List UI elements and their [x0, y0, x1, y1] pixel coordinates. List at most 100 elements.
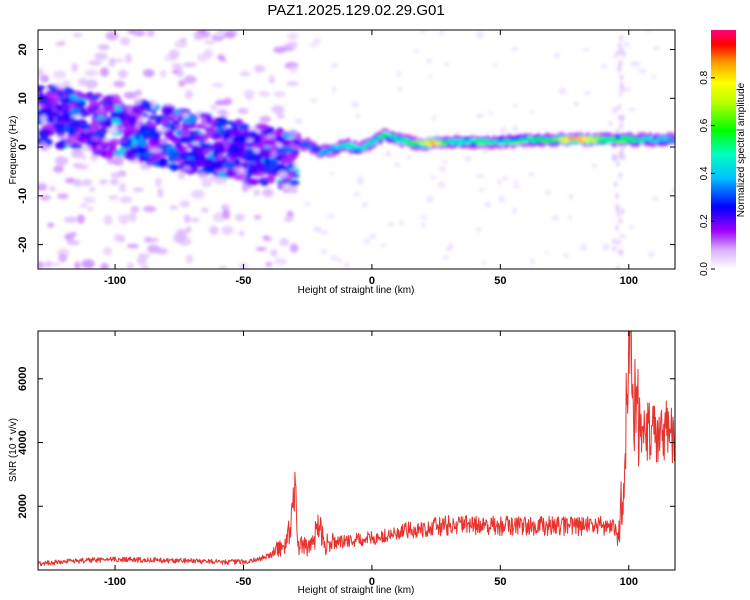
spectrogram-cell — [39, 141, 48, 151]
colorbar-label: Normalized spectral amplitude — [736, 82, 747, 217]
spectrogram-cell — [591, 163, 597, 169]
spectrogram-ridge-cell — [591, 139, 598, 144]
colorbar-tick-label: 0.4 — [699, 166, 710, 180]
spectrogram-cell — [600, 63, 607, 69]
spectrogram-cell — [254, 133, 262, 142]
spectrogram-cell — [259, 116, 272, 123]
snr-x-tick-label: 100 — [620, 576, 638, 588]
spectrogram-cell — [103, 215, 113, 225]
spectrogram-cell — [602, 243, 610, 251]
spectrogram-cell — [229, 130, 241, 137]
spectrogram-cell — [215, 163, 224, 169]
spectrogram-cell — [118, 147, 126, 153]
spectrogram-cell — [39, 74, 50, 83]
spectrogram-cell — [241, 160, 249, 170]
spectrogram-cell — [336, 258, 344, 263]
spectrogram-cell — [102, 95, 114, 103]
spectrogram-cell — [618, 59, 623, 66]
spectrogram-cell — [331, 86, 337, 93]
spectrogram-cell — [217, 153, 224, 161]
spectrogram-cell — [146, 30, 155, 38]
spectrogram-cell — [110, 172, 122, 179]
spectrogram-y-ticks: -20 -10 0 10 20 — [17, 43, 675, 253]
spectrogram-cell — [619, 249, 624, 256]
spectrogram-cell — [103, 247, 113, 256]
spectrogram-cell — [134, 132, 141, 141]
spectrogram-cell — [94, 108, 107, 116]
spectrogram-cell — [497, 179, 502, 186]
spectrogram-cell — [53, 70, 67, 79]
spectrogram-cell — [502, 176, 509, 181]
spectrogram-cell — [482, 147, 490, 154]
spectrogram-cell — [148, 148, 163, 153]
spectrogram-cell — [87, 134, 94, 144]
spectrogram-cell — [187, 151, 199, 158]
spectrogram-cell — [511, 46, 519, 52]
spectrogram-cell — [498, 195, 505, 203]
spectrogram-cell — [189, 124, 196, 129]
spectrogram-cell — [38, 67, 44, 78]
spectrogram-cell — [138, 140, 148, 147]
spectrogram-cell — [186, 143, 195, 149]
spectrogram-cell — [431, 114, 437, 122]
spectrogram-cell — [69, 93, 77, 101]
spectrogram-cell — [619, 35, 624, 42]
spectrogram-cell — [46, 97, 56, 102]
spectrogram-cell — [439, 165, 446, 173]
spectrogram-cell — [426, 58, 432, 64]
spectrogram-cell — [136, 256, 147, 265]
spectrogram-cell — [109, 178, 119, 185]
spectrogram-cell — [329, 171, 335, 176]
spectrogram-cell — [58, 92, 66, 98]
spectrogram-cell — [178, 80, 186, 87]
spectrogram-cell — [185, 254, 193, 264]
spectrogram-cell — [255, 246, 267, 252]
spectrogram-cell — [113, 80, 126, 88]
spectrogram-cell — [387, 222, 395, 227]
spectrogram-cell — [530, 258, 535, 265]
spectrogram-cell — [113, 156, 124, 167]
spectrogram-cell — [201, 207, 210, 213]
spectrogram-cell — [237, 107, 249, 115]
spectrogram-cell — [363, 239, 370, 244]
spectrogram-cell — [69, 143, 84, 150]
spectrogram-cell — [645, 30, 652, 33]
spectrogram-cell — [57, 193, 69, 200]
spectrogram-cell — [108, 57, 116, 68]
spectrogram-cell — [217, 109, 228, 116]
spectrogram-cell — [140, 264, 150, 269]
snr-x-tick-label: 0 — [369, 576, 375, 588]
spectrogram-cell — [70, 108, 81, 116]
spectrogram-cell — [147, 138, 158, 147]
spectrogram-cell — [268, 75, 276, 85]
spectrogram-cell — [569, 193, 574, 200]
spectrogram-cell — [99, 67, 109, 77]
spectrogram-x-tick-label: -100 — [104, 275, 126, 287]
spectrogram-cell — [160, 137, 168, 145]
spectrogram-cell — [212, 212, 226, 223]
spectrogram-cell — [175, 142, 182, 148]
spectrogram-cell — [263, 156, 271, 166]
spectrogram-cell — [619, 47, 624, 54]
spectrogram-y-tick-label: 0 — [17, 144, 29, 150]
spectrogram-cell — [618, 217, 623, 224]
spectrogram-cell — [184, 75, 197, 85]
spectrogram-cell — [212, 141, 222, 151]
spectrogram-ridge-cell — [379, 135, 386, 139]
spectrogram-cell — [254, 159, 262, 166]
spectrogram-cell — [608, 120, 613, 127]
spectrogram-cell — [613, 52, 618, 59]
spectrogram-cell — [612, 107, 617, 114]
spectrogram-cell — [234, 213, 245, 222]
spectrogram-cell — [161, 143, 173, 148]
spectrogram-cell — [613, 181, 618, 188]
spectrogram-cell — [38, 108, 47, 115]
spectrogram-cell — [92, 118, 101, 123]
snr-frame — [37, 330, 676, 571]
spectrogram-cell — [437, 181, 446, 189]
spectrogram-cell — [108, 195, 119, 200]
spectrogram-cell — [221, 225, 234, 235]
spectrogram-cell — [320, 230, 329, 235]
spectrogram-cell — [439, 30, 444, 36]
